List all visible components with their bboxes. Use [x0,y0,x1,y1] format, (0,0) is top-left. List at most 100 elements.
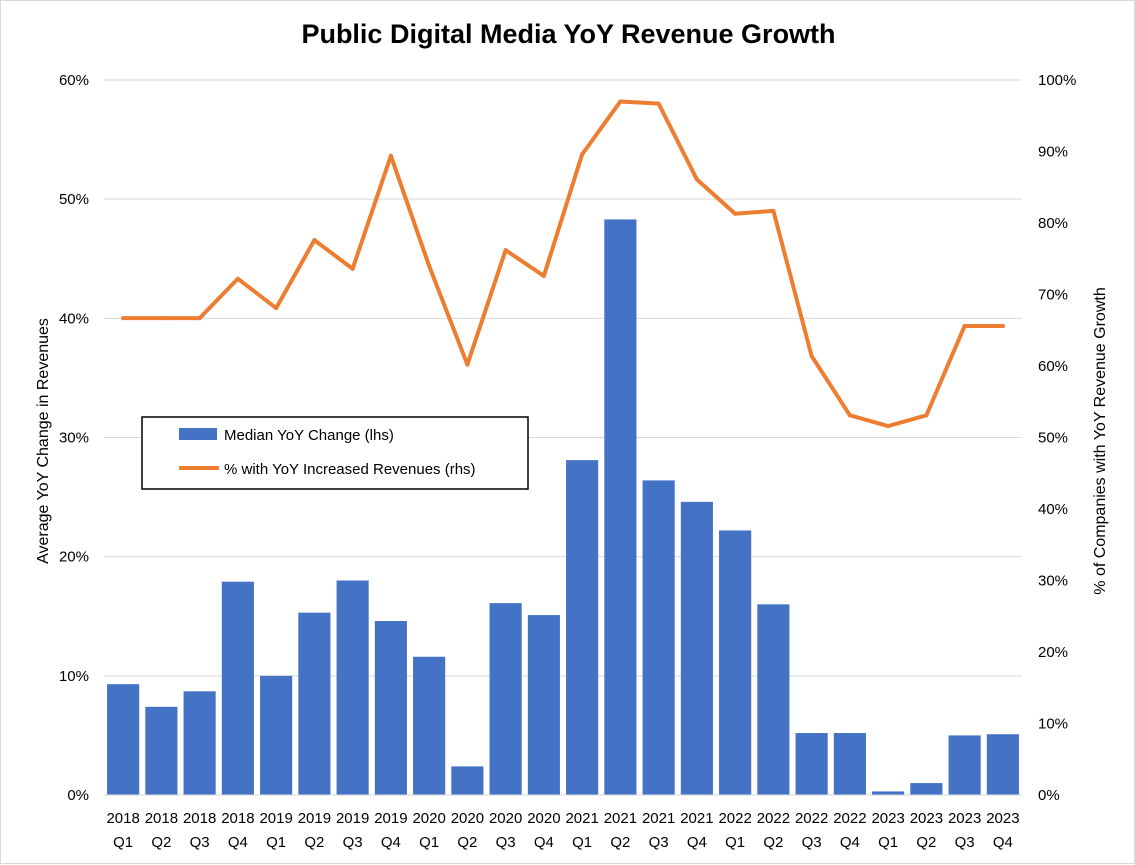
line-point [159,316,164,321]
y2-tick-label: 80% [1038,215,1068,232]
bar [183,691,216,795]
x-tick-year: 2020 [489,810,522,827]
y2-tick-label: 40% [1038,501,1068,518]
x-tick-year: 2023 [871,810,904,827]
bar [221,581,254,795]
left-axis: 0% 10% 20% 30% 40% 50% 60% [59,72,89,804]
x-tick-quarter: Q3 [649,834,669,851]
right-axis: 0% 10% 20% 30% 40% 50% 60% 70% 80% 90% 100% [1038,72,1076,804]
y2-tick-label: 60% [1038,358,1068,375]
y-tick-label: 40% [59,310,89,327]
legend-line-label: % with YoY Increased Revenues (rhs) [224,461,476,478]
y2-tick-label: 70% [1038,287,1068,304]
line-point [656,101,661,106]
line-point [503,248,508,253]
x-tick-year: 2018 [221,810,254,827]
y-tick-label: 60% [59,72,89,89]
bar [107,684,140,795]
x-tick-quarter: Q2 [151,834,171,851]
y2-tick-label: 50% [1038,430,1068,447]
line-point [771,208,776,213]
line-point [274,306,279,311]
bar [604,219,637,796]
line-point [580,152,585,157]
x-tick-year: 2018 [145,810,178,827]
line-point [924,413,929,418]
y2-tick-label: 10% [1038,716,1068,733]
x-tick-quarter: Q3 [955,834,975,851]
x-tick-quarter: Q1 [572,834,592,851]
bar [872,791,905,795]
y2-tick-label: 90% [1038,144,1068,161]
line-point [465,362,470,367]
x-tick-quarter: Q2 [610,834,630,851]
x-tick-year: 2023 [948,810,981,827]
bar [298,612,331,795]
x-tick-quarter: Q4 [840,834,860,851]
x-tick-year: 2019 [298,810,331,827]
chart-title: Public Digital Media YoY Revenue Growth [301,19,836,49]
x-tick-quarter: Q3 [496,834,516,851]
bar [948,735,981,795]
x-tick-year: 2023 [986,810,1019,827]
x-tick-year: 2019 [336,810,369,827]
line-point [1000,323,1005,328]
line-point [541,273,546,278]
x-tick-quarter: Q4 [993,834,1013,851]
x-tick-quarter: Q4 [228,834,248,851]
bar [986,734,1019,795]
bar [489,603,522,795]
line-point [350,266,355,271]
bar [336,580,369,795]
y-axis-label: Average YoY Change in Revenues [35,318,52,564]
x-tick-quarter: Q1 [113,834,133,851]
line-point [388,153,393,158]
bar [413,656,446,795]
line-point [121,316,126,321]
legend-bar-label: Median YoY Change (lhs) [224,427,394,444]
bar [260,675,293,795]
line-point [312,238,317,243]
y-tick-label: 10% [59,668,89,685]
y-tick-label: 0% [67,787,89,804]
x-tick-quarter: Q2 [763,834,783,851]
x-tick-quarter: Q3 [802,834,822,851]
y-tick-label: 20% [59,549,89,566]
x-tick-quarter: Q1 [266,834,286,851]
line-point [235,276,240,281]
x-tick-quarter: Q4 [381,834,401,851]
x-tick-quarter: Q2 [304,834,324,851]
line-path [121,99,1005,429]
x-tick-year: 2020 [527,810,560,827]
x-tick-quarter: Q2 [457,834,477,851]
x-tick-year: 2023 [910,810,943,827]
y2-tick-label: 30% [1038,573,1068,590]
line-series [121,99,1005,429]
x-tick-quarter: Q3 [343,834,363,851]
x-tick-year: 2021 [565,810,598,827]
line-point [733,211,738,216]
bar [527,615,560,795]
x-tick-quarter: Q1 [878,834,898,851]
legend: Median YoY Change (lhs) % with YoY Incre… [141,416,529,490]
line-point [618,99,623,104]
x-tick-year: 2019 [259,810,292,827]
x-tick-year: 2018 [183,810,216,827]
y2-tick-label: 0% [1038,787,1060,804]
x-tick-year: 2022 [718,810,751,827]
x-tick-year: 2022 [833,810,866,827]
line-point [847,413,852,418]
legend-bar-swatch [179,428,217,440]
bar [757,604,790,795]
line-point [694,177,699,182]
x-tick-quarter: Q1 [419,834,439,851]
x-axis: 2018 Q1 2018 Q2 2018 Q3 2018 Q4 2019 Q1 2019 Q2 2019… [104,794,1022,851]
bar [566,460,599,795]
bar [451,766,484,795]
x-tick-year: 2021 [680,810,713,827]
bar-series [107,219,1019,796]
y2-axis-label: % of Companies with YoY Revenue Growth [1092,287,1109,594]
x-tick-year: 2022 [757,810,790,827]
